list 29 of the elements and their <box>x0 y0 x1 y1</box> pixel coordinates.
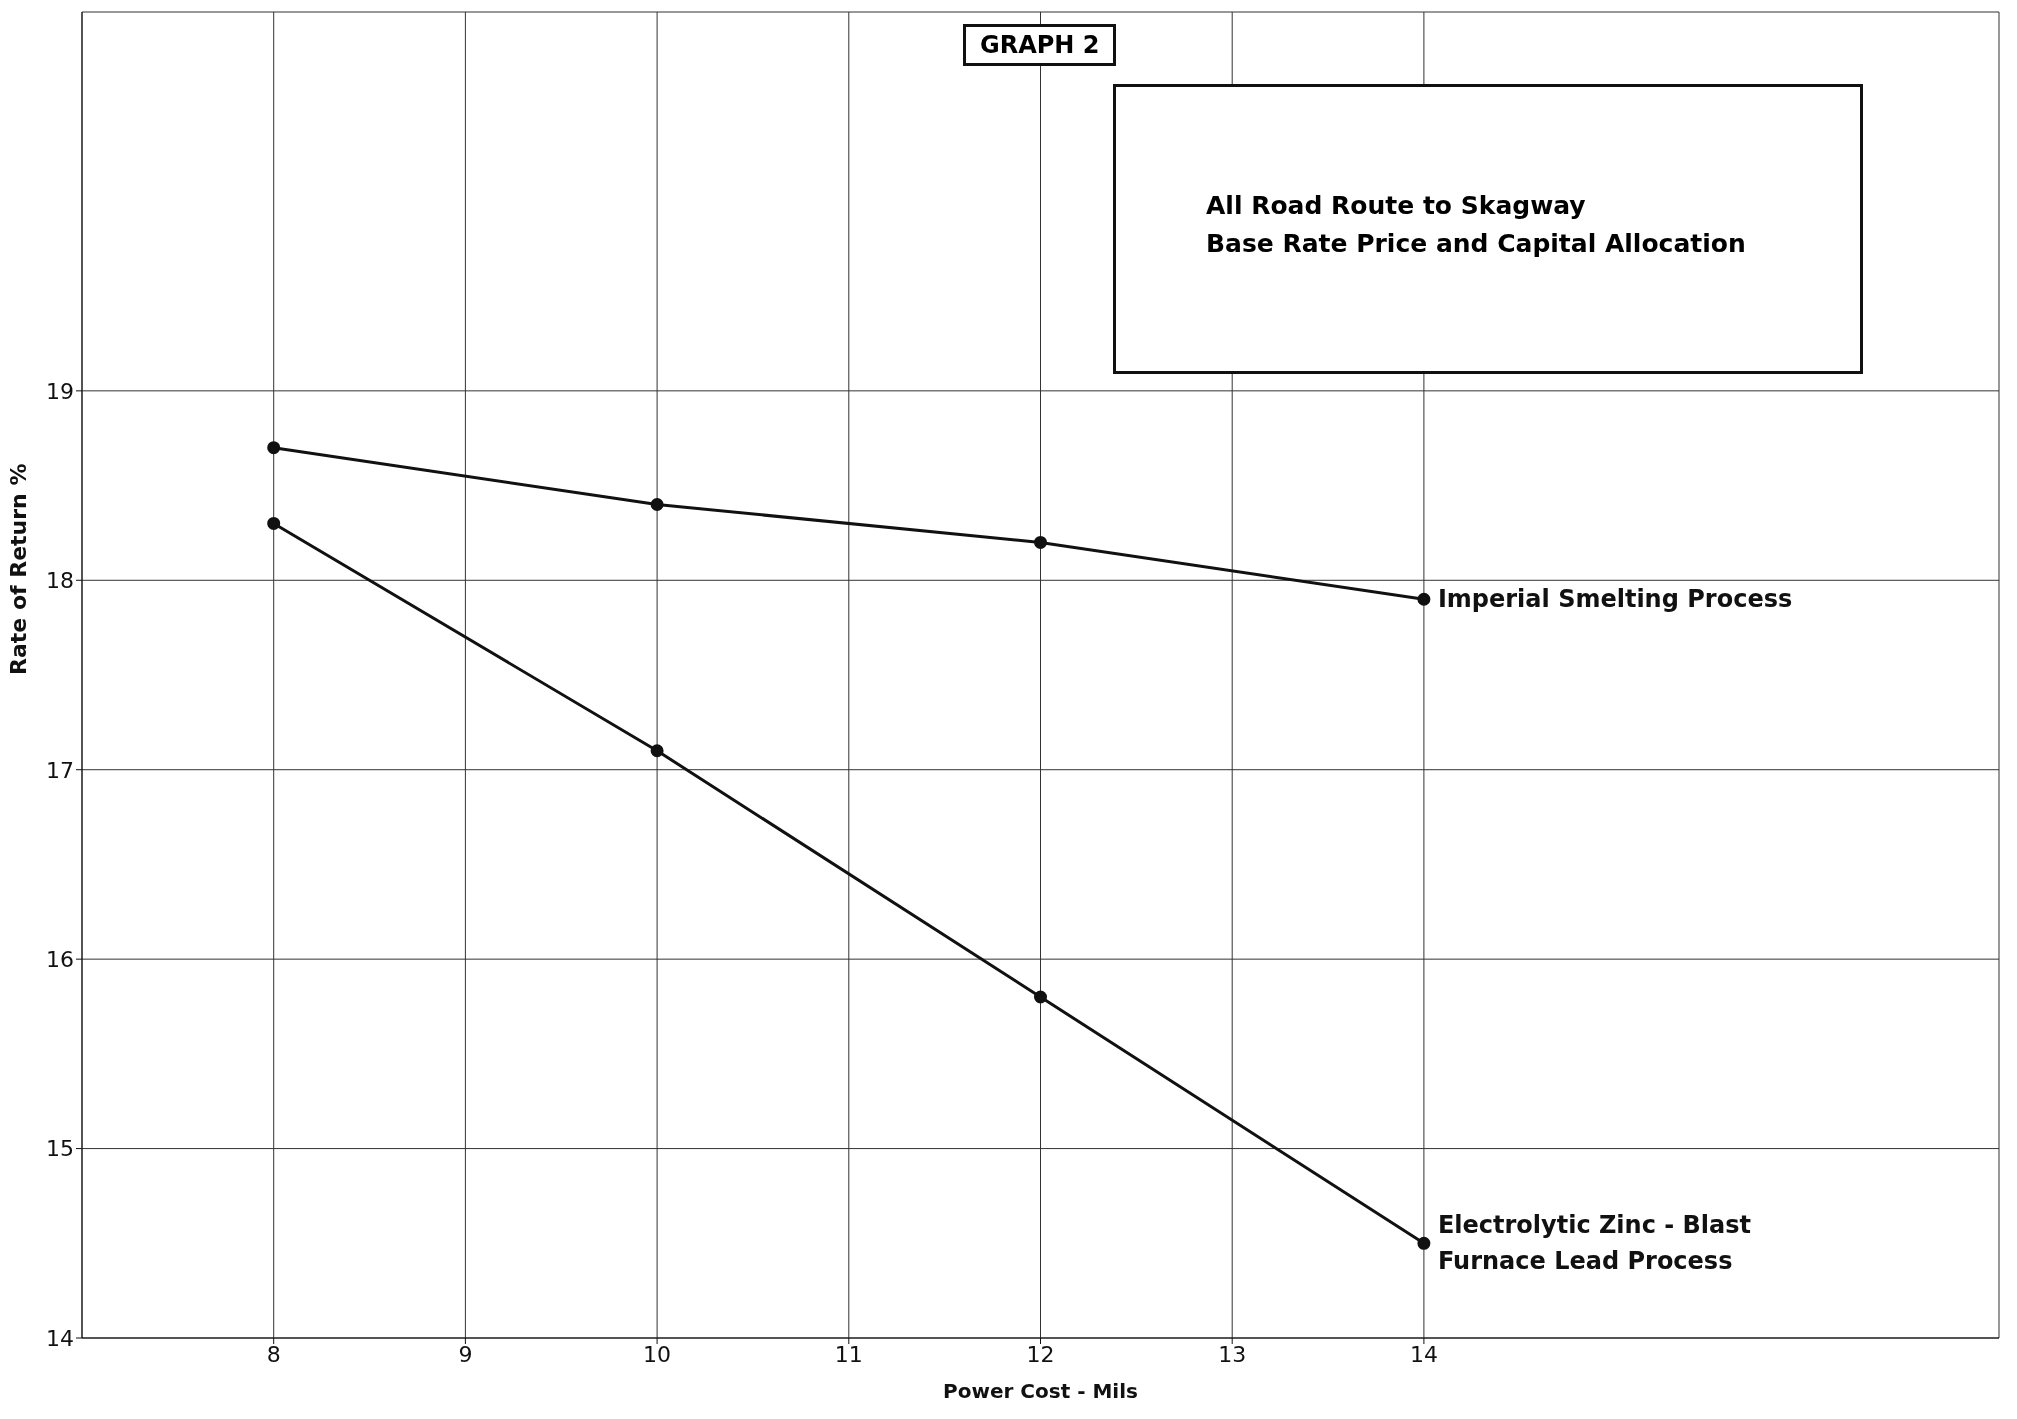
point <box>650 498 664 512</box>
y-axis-title: Rate of Return % <box>5 463 31 675</box>
point <box>267 441 281 455</box>
y-tick-label: 16 <box>46 946 74 972</box>
y-tick-label: 18 <box>46 568 74 594</box>
x-tick-label: 10 <box>643 1341 672 1367</box>
point <box>650 744 664 758</box>
series-label: Imperial Smelting Process <box>1437 585 1793 614</box>
y-tick-label: 15 <box>46 1136 74 1162</box>
point <box>1034 535 1047 549</box>
point <box>1417 592 1431 606</box>
y-tick-label: 14 <box>46 1325 74 1351</box>
series-label: Electrolytic Zinc - Blast Furnace Lead Process <box>1437 1211 1752 1276</box>
annotation: Base Rate Price and Capital Allocation <box>1206 228 1747 260</box>
y-tick-label: 19 <box>46 378 74 404</box>
point <box>1417 1236 1431 1250</box>
text-box: All Road Route to Skagway Base Rate Price and Capital Allocation <box>1113 84 1863 374</box>
annotation: All Road Route to Skagway <box>1206 190 1587 222</box>
point <box>1034 990 1047 1004</box>
x-tick-label: 8 <box>266 1341 281 1367</box>
x-tick-label: 14 <box>1409 1341 1438 1367</box>
x-axis-title: Power Cost - Mils <box>943 1379 1138 1403</box>
x-tick-label: 12 <box>1026 1341 1055 1367</box>
x-tick-label: 13 <box>1218 1341 1247 1367</box>
text: GRAPH 2 <box>963 24 1117 66</box>
point <box>267 516 281 530</box>
x-tick-label: 9 <box>458 1341 473 1367</box>
x-tick-label: 11 <box>834 1341 863 1367</box>
y-tick-label: 17 <box>46 757 74 783</box>
